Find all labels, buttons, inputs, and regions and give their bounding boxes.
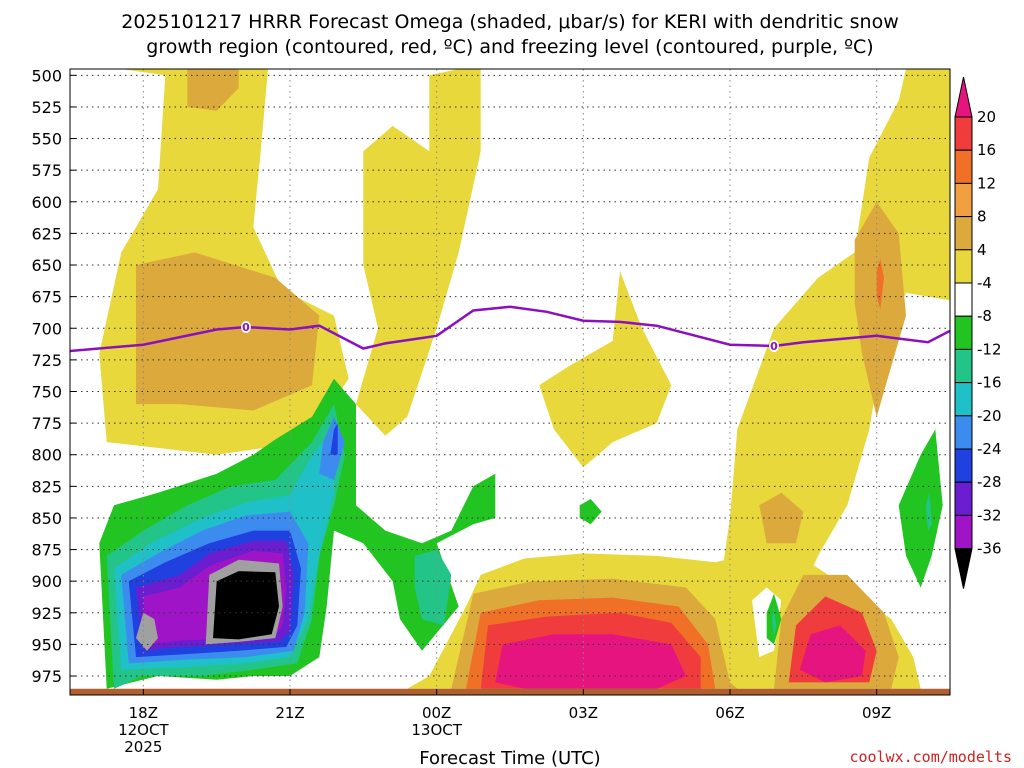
colorbar-bin-9	[954, 415, 973, 450]
ytick-label-725: 725	[31, 351, 62, 370]
colorbar-label-0: 20	[977, 108, 996, 126]
colorbar-bin-4	[954, 249, 973, 284]
ytick-label-850: 850	[31, 509, 62, 528]
colorbar-bin-12	[954, 514, 973, 550]
freezing-level-label-1: 0	[770, 340, 778, 353]
ytick-label-775: 775	[31, 414, 62, 433]
colorbar-bin-10	[954, 448, 973, 483]
plot-frame	[69, 68, 951, 696]
region-lower-magenta-band	[495, 634, 686, 689]
colorbar-bin-1	[954, 149, 973, 184]
xtick-label-0-0: 18Z	[129, 704, 158, 722]
ytick-label-900: 900	[31, 572, 62, 591]
region-green-small-mid	[579, 499, 602, 525]
region-top-orange-blob	[187, 69, 239, 111]
xtick-label-10-0: 09Z	[862, 704, 891, 722]
region-mid-yellow-center	[539, 271, 672, 468]
freezing-label-bg-0	[241, 320, 251, 333]
xtick-label-4-0: 00Z	[422, 704, 451, 722]
colorbar: 20 16 12 8 4 -4 -8 -12 -16 -20 -24 -28 -32 -36	[954, 76, 1002, 589]
xtick-label-6-0: 03Z	[569, 704, 598, 722]
colorbar-bin-8	[954, 382, 973, 417]
region-ground-strip	[70, 688, 950, 695]
ytick-label-800: 800	[31, 446, 62, 465]
xtick-label-0-1: 12OCT	[118, 721, 169, 739]
region-teal-right-blob	[925, 492, 932, 531]
region-gray-small	[136, 612, 158, 651]
ytick-label-750: 750	[31, 382, 62, 401]
omega-shaded-regions	[70, 69, 950, 695]
credit-text: coolwx.com/modelts	[849, 748, 1012, 766]
freezing-label-bg-1	[769, 339, 779, 352]
colorbar-label-6: -8	[977, 307, 992, 325]
colorbar-label-5: -4	[977, 274, 992, 292]
colorbar-label-8: -16	[977, 374, 1002, 392]
region-green-right	[898, 429, 943, 588]
colorbar-bottom-arrow	[954, 548, 973, 589]
colorbar-bin-0	[954, 116, 973, 151]
colorbar-bin-5	[954, 282, 973, 317]
chart-title-line-2: growth region (contoured, red, ºC) and f…	[146, 36, 873, 58]
ytick-label-975: 975	[31, 667, 62, 686]
colorbar-label-4: 4	[977, 241, 987, 259]
colorbar-label-13: -36	[977, 540, 1002, 558]
ytick-label-525: 525	[31, 98, 62, 117]
region-upper-orange-left	[136, 252, 320, 411]
ytick-label-500: 500	[31, 66, 62, 85]
y-axis-ticks: 500 525 550 575 600 625 650 675 700 725 750 775 800 8…	[31, 66, 76, 686]
ytick-label-550: 550	[31, 130, 62, 149]
colorbar-bin-6	[954, 315, 973, 350]
grid-lines	[70, 69, 950, 695]
colorbar-label-10: -24	[977, 440, 1002, 458]
ytick-label-875: 875	[31, 541, 62, 560]
ytick-label-575: 575	[31, 161, 62, 180]
colorbar-bin-3	[954, 216, 973, 251]
colorbar-label-12: -32	[977, 506, 1002, 524]
freezing-level-label-0: 0	[242, 321, 250, 334]
ytick-label-950: 950	[31, 635, 62, 654]
ytick-label-650: 650	[31, 256, 62, 275]
ytick-label-825: 825	[31, 477, 62, 496]
region-right-lower-magenta	[799, 625, 866, 683]
colorbar-label-7: -12	[977, 340, 1002, 358]
region-right-orange	[854, 201, 906, 417]
colorbar-label-2: 12	[977, 174, 996, 192]
x-axis-title: Forecast Time (UTC)	[419, 748, 600, 768]
freezing-level-line	[70, 305, 950, 353]
region-black-core	[213, 571, 279, 640]
colorbar-label-11: -28	[977, 473, 1002, 491]
ytick-label-625: 625	[31, 224, 62, 243]
xtick-label-0-2: 2025	[124, 738, 162, 756]
ytick-label-675: 675	[31, 288, 62, 307]
freezing-level-contour: 00	[70, 305, 950, 353]
region-upper-yellow-mid	[356, 69, 481, 436]
region-teal-dip	[771, 606, 777, 639]
region-right-orange-small	[759, 492, 804, 544]
region-teal-mid-blob	[414, 549, 452, 626]
chart-title-line-1: 2025101217 HRRR Forecast Omega (shaded, …	[121, 11, 899, 33]
colorbar-label-3: 8	[977, 208, 987, 226]
ytick-label-700: 700	[31, 319, 62, 338]
colorbar-bin-2	[954, 182, 973, 218]
xtick-label-4-1: 13OCT	[411, 721, 462, 739]
xtick-label-2-0: 21Z	[275, 704, 304, 722]
ytick-label-600: 600	[31, 193, 62, 212]
region-darkblue-upper	[330, 423, 338, 455]
ytick-label-925: 925	[31, 604, 62, 623]
colorbar-top-arrow	[954, 76, 973, 118]
colorbar-bin-11	[954, 481, 973, 516]
colorbar-label-1: 16	[977, 141, 996, 159]
xtick-label-8-0: 06Z	[715, 704, 744, 722]
colorbar-label-9: -20	[977, 407, 1002, 425]
colorbar-bin-7	[954, 348, 973, 384]
